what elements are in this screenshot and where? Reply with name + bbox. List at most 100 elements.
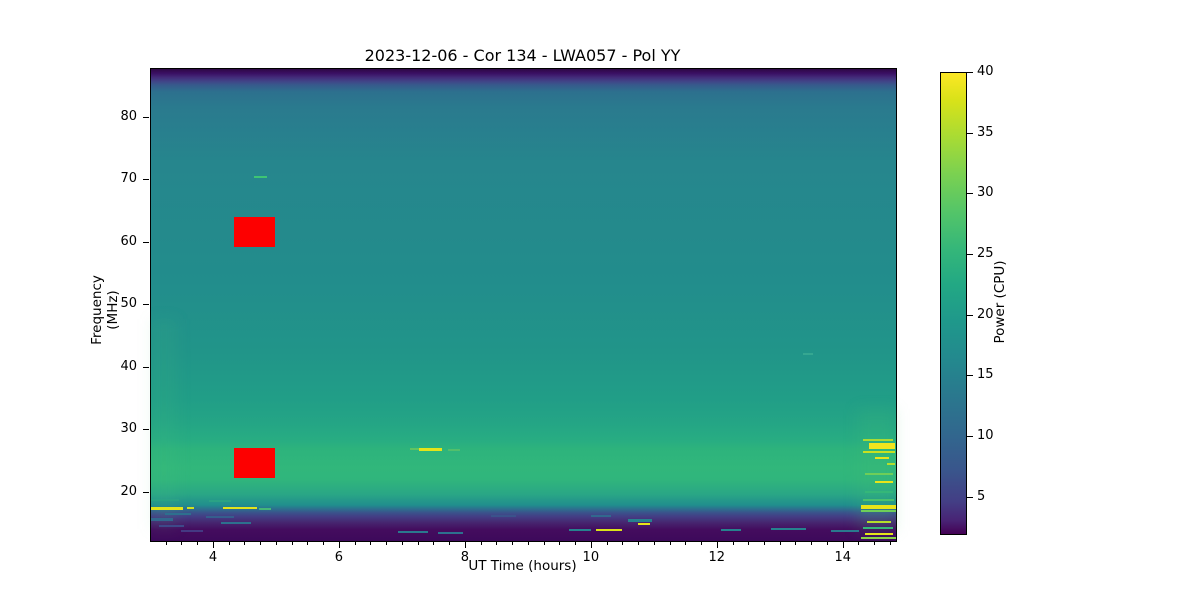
rfi-streak [863,451,895,453]
colorbar-tick-label: 20 [977,306,994,322]
x-tick-label: 8 [460,550,470,565]
x-axis-minor-tick [732,542,734,545]
x-axis-minor-tick [543,542,545,545]
colorbar-tick-label: 25 [977,245,994,261]
colorbar-tick [967,496,973,498]
y-tick-label: 60 [120,233,137,249]
rfi-streak [887,463,895,465]
y-tick-label: 20 [120,483,137,499]
x-axis-minor-tick [480,542,482,545]
x-tick-label: 14 [834,550,851,565]
rfi-streak [221,522,251,524]
x-axis-minor-tick [291,542,293,545]
rfi-streak [638,523,650,525]
rfi-streak [181,530,203,532]
rfi-streak [165,513,191,515]
x-axis-minor-tick [748,542,750,545]
rfi-streak [867,521,891,523]
x-axis-minor-tick [638,542,640,545]
masked-region [234,448,275,478]
x-axis-minor-tick [811,542,813,545]
rfi-streak [865,533,893,535]
x-axis-major-tick [464,542,466,548]
x-axis-label: UT Time (hours) [468,558,577,574]
x-axis-minor-tick [401,542,403,545]
x-tick-label: 4 [208,550,218,565]
colorbar-tick [967,375,973,377]
x-axis-minor-tick [653,542,655,545]
rfi-streak [875,457,889,459]
y-tick-label: 50 [120,296,137,312]
x-axis-minor-tick [386,542,388,545]
colorbar-tick [967,253,973,255]
chart-title: 2023-12-06 - Cor 134 - LWA057 - Pol YY [364,46,681,65]
rfi-streak [223,507,257,509]
rfi-streak [569,529,591,531]
rfi-streak [151,499,179,501]
y-axis-tick [143,116,149,118]
masked-region [234,217,275,247]
x-axis-minor-tick [197,542,199,545]
x-axis-minor-tick [417,542,419,545]
rfi-streak [259,508,271,510]
x-axis-major-tick [590,542,592,548]
rfi-streak [721,529,741,531]
x-axis-minor-tick [496,542,498,545]
rfi-streak [187,507,194,509]
rfi-streak [628,519,652,522]
colorbar-tick-label: 5 [977,488,986,504]
x-tick-label: 6 [334,550,344,565]
x-axis-minor-tick [669,542,671,545]
y-tick-label: 30 [120,421,137,437]
rfi-streak [863,527,893,529]
x-axis-minor-tick [307,542,309,545]
x-axis-minor-tick [559,542,561,545]
x-tick-label: 12 [708,550,726,565]
rfi-streak [209,500,231,502]
x-axis-minor-tick [228,542,230,545]
colorbar-tick-label: 35 [977,124,994,140]
rfi-streak [491,515,516,517]
x-axis-minor-tick [527,542,529,545]
colorbar-tick [967,72,973,73]
x-axis-minor-tick [685,542,687,545]
rfi-streak [865,473,893,475]
colorbar [940,72,967,535]
x-axis-minor-tick [370,542,372,545]
colorbar-tick [967,132,973,134]
x-axis-major-tick [716,542,718,548]
rfi-streak [869,443,895,449]
x-axis-major-tick [212,542,214,548]
rfi-streak [151,507,183,510]
x-axis-minor-tick [323,542,325,545]
rfi-streak [831,530,859,532]
rfi-streak [438,532,463,534]
rfi-streak [254,176,267,178]
x-axis-major-tick [338,542,340,548]
rfi-streak [861,505,896,509]
x-axis-minor-tick [606,542,608,545]
x-axis-minor-tick [575,542,577,545]
x-axis-minor-tick [622,542,624,545]
x-axis-minor-tick [433,542,435,545]
x-axis-minor-tick [889,542,891,545]
rfi-streak [865,491,893,493]
x-axis-minor-tick [764,542,765,545]
colorbar-tick-label: 40 [977,64,994,79]
y-axis-tick [143,491,149,493]
x-axis-minor-tick [260,542,262,545]
rfi-streak [206,516,234,518]
rfi-streak [803,353,813,355]
rfi-streak [863,439,893,441]
rfi-streak [861,510,896,512]
y-tick-label: 70 [120,171,137,187]
rfi-streak [398,531,428,533]
x-axis-minor-tick [165,542,167,545]
x-axis-minor-tick [275,542,277,545]
x-axis-minor-tick [244,542,246,545]
y-axis-tick [143,429,149,431]
rfi-streak [861,537,896,539]
y-tick-label: 40 [120,358,137,374]
colorbar-tick-label: 30 [977,185,994,201]
